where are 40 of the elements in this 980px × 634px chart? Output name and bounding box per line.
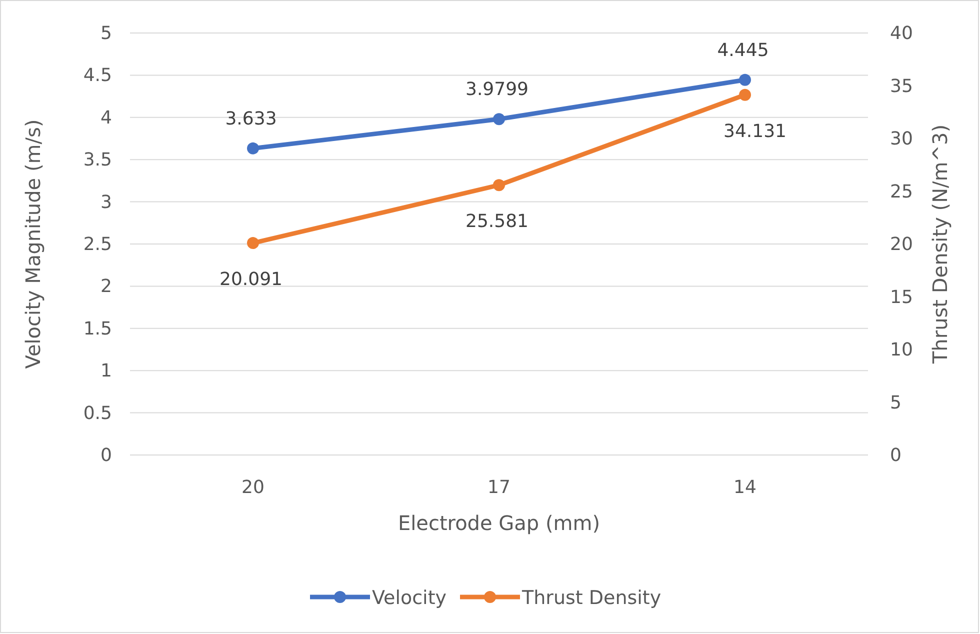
y-tick-label: 2.5: [83, 234, 112, 255]
y2-tick-label: 0: [890, 445, 902, 466]
y-axis-title: Velocity Magnitude (m/s): [21, 119, 45, 369]
point: [739, 74, 751, 86]
x-tick-label: 14: [734, 477, 756, 498]
y-tick-label: 5: [100, 23, 112, 44]
y2-tick-label: 20: [890, 234, 913, 255]
data-label: 34.131: [724, 120, 786, 142]
y-tick-label: 3.5: [83, 150, 112, 171]
point: [247, 237, 259, 250]
x-tick-label: 17: [488, 477, 510, 498]
y2-axis-title: Thrust Density (N/m^3): [928, 124, 952, 365]
y-tick-label: 0.5: [83, 402, 112, 424]
data-label: 4.445: [717, 40, 769, 61]
data-label: 3.633: [225, 108, 277, 130]
y-tick-label: 4.5: [83, 65, 112, 86]
y-tick-label: 1: [100, 360, 112, 382]
y-tick-label: 1.5: [83, 318, 112, 340]
x-tick-label: 20: [242, 477, 264, 498]
legend-label: Velocity: [372, 587, 447, 609]
y-tick-label: 0: [100, 445, 112, 466]
y2-tick-label: 5: [890, 392, 902, 414]
point: [247, 142, 259, 154]
y2-tick-label: 30: [890, 128, 913, 150]
point: [493, 179, 505, 192]
y2-tick-label: 35: [890, 76, 913, 97]
point: [493, 113, 505, 126]
y2-tick-label: 25: [890, 181, 913, 202]
data-label: 25.581: [466, 211, 528, 232]
y2-tick-label: 15: [890, 286, 913, 308]
y-tick-label: 2: [100, 276, 112, 298]
y-tick-label: 3: [100, 192, 112, 213]
y2-tick-label: 10: [890, 340, 913, 360]
x-axis-title: Electrode Gap (mm): [398, 511, 600, 535]
point: [739, 88, 751, 101]
data-label: 20.091: [220, 269, 282, 290]
y2-tick-label: 40: [890, 23, 913, 44]
y-tick-label: 4: [100, 107, 112, 128]
legend-label: Thrust Density: [521, 587, 662, 609]
data-label: 3.9799: [466, 79, 528, 100]
